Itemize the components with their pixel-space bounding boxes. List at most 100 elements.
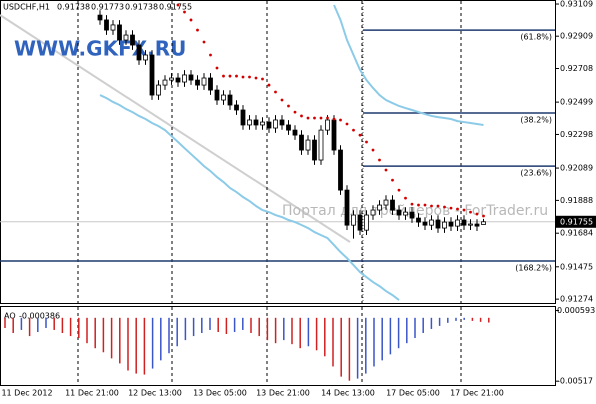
ao-bar: [250, 317, 252, 334]
watermark: WWW.GKFX.RU: [14, 37, 186, 61]
ao-bar: [69, 317, 72, 337]
ao-bar: [365, 317, 367, 374]
ao-bar: [324, 317, 326, 357]
candle-body: [305, 139, 311, 151]
candle-body: [338, 149, 343, 191]
ao-bar: [488, 317, 490, 323]
ohlc-high: 0.91773: [91, 3, 124, 12]
ao-bar: [135, 317, 137, 374]
candle-body: [143, 54, 148, 61]
candle-body: [110, 24, 116, 31]
sar-dot: [293, 110, 297, 114]
fib-label: (23.6%): [520, 169, 552, 178]
sar-dot: [449, 206, 453, 210]
ao-bar: [430, 317, 433, 329]
indicator-value: -0.000386: [19, 312, 60, 321]
ao-bar: [455, 317, 457, 321]
candle-body: [136, 44, 142, 61]
ohlc-low: 0.91738: [125, 3, 158, 12]
x-tick-label: 11 Dec 2012: [1, 389, 52, 398]
sar-dot: [345, 122, 349, 126]
sar-dot: [274, 90, 277, 94]
ohlc-open: 0.91738: [57, 3, 90, 12]
sar-dot: [248, 75, 251, 79]
sar-dot: [196, 28, 199, 32]
sar-dot: [384, 168, 388, 172]
ao-bar: [37, 317, 39, 333]
candle-body: [175, 77, 181, 83]
sar-dot: [456, 207, 459, 211]
x-tick-label: 13 Dec 05:00: [193, 389, 247, 398]
candle-body: [312, 139, 317, 161]
sar-dot: [300, 114, 303, 118]
ao-bar: [348, 317, 351, 381]
ao-bar: [438, 317, 441, 326]
ao-bar: [28, 317, 31, 337]
ao-bar: [192, 317, 195, 337]
candle-body: [221, 94, 226, 101]
candle-body: [377, 204, 382, 211]
sar-dot: [371, 148, 375, 152]
candle-body: [195, 79, 200, 86]
ao-bar: [373, 317, 375, 367]
x-tick-label: 14 Dec 13:00: [321, 389, 375, 398]
candle-body: [260, 121, 265, 126]
candle-body: [227, 94, 233, 106]
ao-bar: [315, 317, 318, 351]
candle-body: [331, 119, 337, 151]
candle-body: [156, 84, 161, 96]
y-tick-label: 0.92298: [560, 130, 593, 139]
ao-bar: [340, 317, 342, 377]
ao-bar: [299, 317, 301, 349]
sar-dot: [332, 117, 336, 121]
ao-bar: [94, 317, 96, 349]
candle-body: [351, 214, 356, 226]
candle-body: [416, 217, 421, 223]
y-tick-label: 0.91475: [560, 262, 593, 271]
candle-body: [325, 119, 330, 131]
ao-bar: [225, 317, 228, 334]
ao-bar: [266, 317, 269, 341]
candle-body: [214, 89, 220, 101]
ao-bar: [471, 317, 474, 321]
sar-dot: [430, 204, 433, 208]
candle-body: [481, 221, 486, 225]
band-lower: [99, 94, 400, 301]
candle-body: [182, 74, 187, 83]
candle-body: [162, 79, 168, 86]
ao-bar: [381, 317, 383, 361]
ao-bar: [12, 317, 14, 334]
ao-bar: [422, 317, 424, 334]
x-tick-label: 13 Dec 21:00: [256, 389, 310, 398]
candle-body: [286, 124, 291, 131]
sar-dot: [222, 74, 225, 78]
ao-bar: [389, 317, 392, 355]
candle-body: [169, 77, 174, 81]
sar-dot: [443, 205, 446, 209]
y-tick-label: 0.92909: [560, 32, 593, 41]
x-tick-label: 17 Dec 21:00: [450, 389, 504, 398]
ao-bar: [127, 317, 129, 371]
candle-body: [188, 74, 194, 81]
candle-body: [299, 134, 304, 151]
fib-label: (168.2%): [515, 264, 552, 273]
sar-dot: [189, 18, 193, 22]
candle-body: [240, 109, 246, 126]
sar-dot: [436, 204, 440, 208]
x-tick-label: 17 Dec 05:00: [386, 389, 440, 398]
sar-dot: [358, 133, 362, 137]
x-tick-label: 11 Dec 21:00: [65, 389, 119, 398]
candle-body: [130, 34, 135, 46]
candle-body: [234, 104, 239, 111]
sar-dot: [397, 188, 401, 192]
ao-bar: [332, 317, 334, 367]
channel-line: [0, 14, 351, 243]
sar-dot: [391, 178, 394, 182]
y-tick-label: 0.000593: [557, 306, 595, 315]
candle-body: [448, 221, 454, 227]
candle-body: [370, 209, 376, 216]
candle-body: [318, 129, 324, 161]
candle-body: [461, 219, 467, 226]
sar-dot: [475, 212, 479, 216]
sar-dot: [378, 158, 381, 162]
